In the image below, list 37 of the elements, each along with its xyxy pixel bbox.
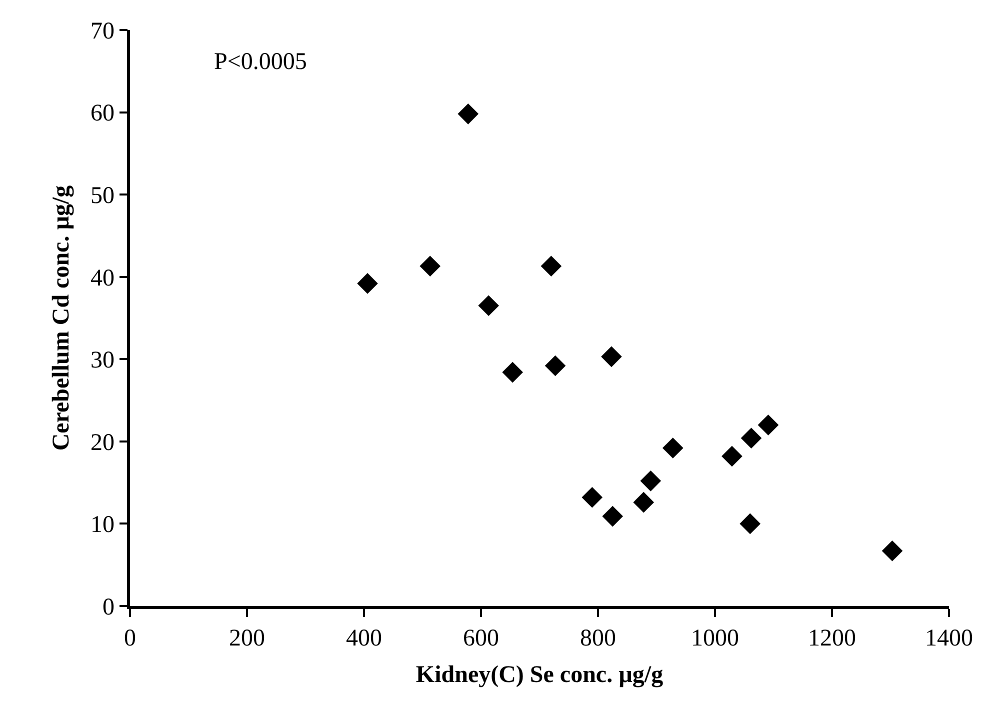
- point: [540, 256, 562, 277]
- y-axis-title: Cerebellum Cd conc. µg/g: [48, 185, 75, 451]
- point: [602, 506, 624, 527]
- y-tick-label: 70: [90, 18, 114, 44]
- annotation: P<0.0005: [214, 49, 307, 75]
- point: [478, 295, 499, 316]
- y-tick-label: 30: [90, 348, 114, 374]
- y-tick-label: 20: [90, 430, 114, 456]
- point: [582, 486, 603, 508]
- point: [758, 414, 779, 436]
- y-tick-label: 60: [90, 100, 114, 127]
- point: [662, 438, 684, 458]
- point: [722, 446, 742, 467]
- x-tick-label: 1200: [808, 626, 856, 652]
- point: [882, 540, 903, 562]
- x-tick-label: 1000: [691, 626, 739, 652]
- point: [544, 355, 566, 376]
- y-tick-label: 10: [90, 512, 114, 538]
- x-tick-label: 1400: [925, 626, 973, 652]
- y-tick-label: 0: [102, 594, 114, 620]
- point: [740, 428, 762, 449]
- x-tick-label: 200: [229, 626, 265, 652]
- x-tick-label: 400: [346, 626, 382, 652]
- x-tick-label: 0: [124, 626, 136, 652]
- point: [640, 470, 662, 492]
- x-tick-label: 600: [463, 626, 499, 652]
- point: [420, 256, 440, 277]
- y-tick-label: 50: [90, 182, 114, 209]
- point: [740, 513, 760, 534]
- y-tick-label: 40: [90, 265, 114, 292]
- point: [633, 492, 654, 513]
- point: [502, 362, 523, 383]
- point: [458, 104, 479, 124]
- point: [601, 346, 622, 368]
- point: [357, 273, 378, 294]
- x-axis-title: Kidney(C) Se conc. µg/g: [416, 662, 664, 688]
- x-tick-label: 800: [580, 626, 616, 652]
